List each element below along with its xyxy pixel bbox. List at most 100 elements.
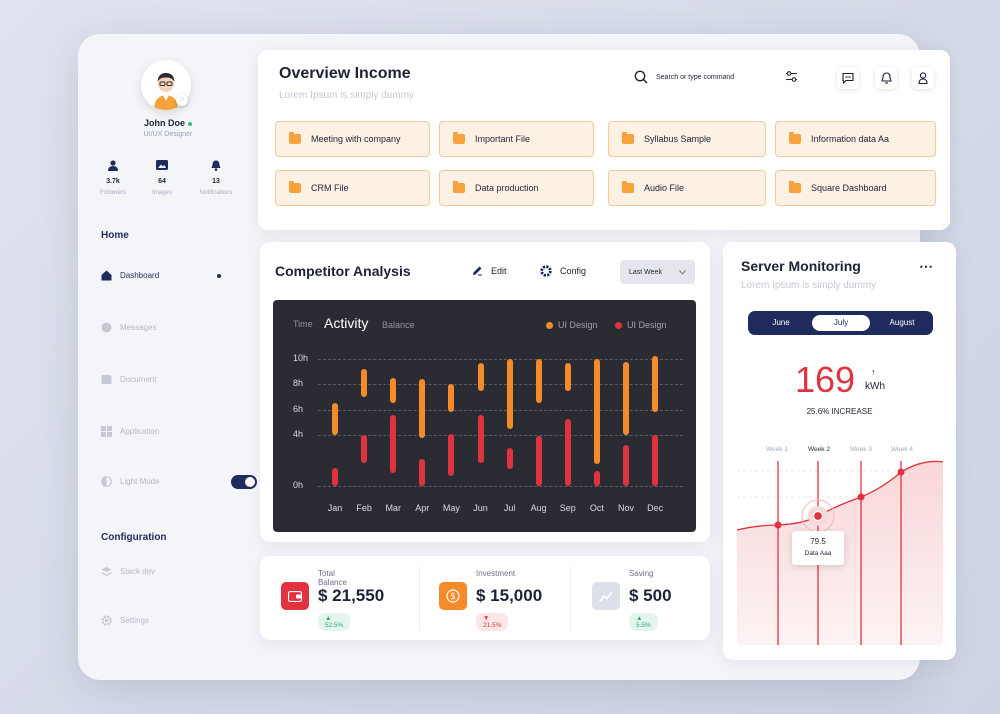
sidebar-item-application[interactable]: Application: [101, 426, 251, 437]
x-tick-label: Nov: [617, 503, 634, 513]
folder-item[interactable]: Data production: [439, 170, 594, 206]
data-point[interactable]: [774, 521, 782, 529]
balance-value: $ 500: [629, 586, 672, 605]
y-tick-label: 0h: [293, 480, 304, 490]
sidebar-item-label: Application: [120, 427, 160, 436]
tab-august[interactable]: August: [889, 318, 915, 327]
sidebar-item-messages[interactable]: Messages: [101, 322, 251, 333]
section-title-configuration: Configuration: [101, 532, 167, 543]
bar-ui-design[interactable]: [477, 362, 484, 391]
bar-ux-design[interactable]: [419, 459, 426, 486]
data-point-active[interactable]: [812, 510, 824, 522]
bar-ux-design[interactable]: [506, 447, 513, 470]
data-point[interactable]: [857, 493, 865, 501]
chat-button[interactable]: [837, 67, 859, 89]
bar-ui-design[interactable]: [652, 356, 659, 413]
notifications-button[interactable]: [875, 67, 897, 89]
stat-label: Images: [152, 190, 172, 196]
bar-ui-design[interactable]: [332, 403, 338, 436]
folder-item[interactable]: Square Dashboard: [775, 170, 936, 206]
folder-item[interactable]: Meeting with company: [275, 121, 430, 157]
bar-ux-design[interactable]: [390, 414, 397, 474]
avatar-badge-icon: ◌: [176, 94, 188, 106]
bar-ui-design[interactable]: [419, 379, 426, 438]
bar-ui-design[interactable]: [390, 378, 397, 404]
folder-label: Square Dashboard: [811, 183, 887, 193]
sidebar-item-stack-dev[interactable]: Stack dev: [101, 566, 251, 577]
stat-label: Followers: [100, 190, 126, 196]
tab-july[interactable]: July: [812, 315, 870, 331]
chart-right-label: Balance: [382, 320, 415, 330]
bar-ui-design[interactable]: [535, 359, 542, 404]
gridline: [318, 409, 683, 411]
filter-button[interactable]: [785, 70, 798, 88]
divider: [570, 566, 571, 630]
edit-button[interactable]: Edit: [472, 265, 507, 276]
bar-ux-design[interactable]: [332, 468, 338, 486]
search-input[interactable]: Search or type command: [656, 73, 735, 81]
stat-value: 64: [158, 178, 166, 185]
folder-item[interactable]: Information data Aa: [775, 121, 936, 157]
sidebar-item-dashboard[interactable]: Dashboard: [101, 270, 251, 281]
bar-ux-design[interactable]: [448, 433, 455, 476]
folder-icon: [453, 132, 465, 144]
folder-item[interactable]: CRM File: [275, 170, 430, 206]
user-role: UI/UX Designer: [143, 131, 193, 138]
period-value: Last Week: [629, 268, 662, 276]
folder-label: Information data Aa: [811, 134, 890, 144]
bar-ux-design[interactable]: [361, 435, 368, 464]
divider: [419, 566, 420, 630]
bar-ux-design[interactable]: [593, 470, 600, 486]
period-select[interactable]: Last Week: [620, 260, 695, 284]
bar-ui-design[interactable]: [506, 359, 513, 429]
folder-item[interactable]: Important File: [439, 121, 594, 157]
profile-button[interactable]: [912, 67, 934, 89]
overview-subtitle: Lorem Ipsum is simply dummy: [279, 90, 415, 101]
chat-icon: [842, 72, 854, 84]
pencil-icon: [473, 266, 482, 276]
folder-item[interactable]: Syllabus Sample: [608, 121, 766, 157]
user-name: John Doe: [143, 118, 185, 128]
bar-ux-design[interactable]: [564, 418, 571, 486]
folder-icon: [622, 181, 634, 193]
bar-ux-design[interactable]: [652, 435, 659, 486]
chart-tooltip: 79.5 Data Aaa: [792, 531, 844, 565]
image-icon: [156, 160, 168, 170]
bar-ui-design[interactable]: [593, 359, 600, 465]
stat-followers: 3.7k Followers: [88, 160, 138, 196]
competitor-title: Competitor Analysis: [275, 263, 411, 279]
x-tick-label: Sep: [559, 503, 576, 513]
legend-swatch: [546, 321, 553, 329]
more-options-icon[interactable]: ⋯: [919, 258, 934, 274]
data-point[interactable]: [897, 468, 905, 476]
sliders-icon: [786, 71, 797, 82]
gridline: [318, 486, 683, 487]
search-bar[interactable]: Search or type command: [634, 70, 734, 84]
stat-value: 3.7k: [106, 178, 120, 185]
document-icon: [101, 374, 112, 385]
sidebar-item-document[interactable]: Document: [101, 374, 251, 385]
bar-ui-design[interactable]: [564, 362, 571, 391]
server-subtitle: Lorem Ipsum is simply dummy: [741, 280, 877, 291]
bar-ui-design[interactable]: [448, 384, 455, 413]
section-title-home: Home: [101, 230, 129, 241]
folder-item[interactable]: Audio File: [608, 170, 766, 206]
config-button[interactable]: Config: [540, 265, 586, 277]
light-mode-toggle[interactable]: [231, 474, 257, 489]
folder-icon: [453, 181, 465, 193]
bar-ui-design[interactable]: [623, 361, 629, 436]
sidebar-item-label: Document: [120, 375, 157, 384]
tab-june[interactable]: June: [772, 318, 790, 327]
chart-left-label: Time: [293, 319, 313, 329]
arrow-up-icon: ↑: [871, 367, 876, 377]
folder-icon: [789, 132, 801, 144]
dollar-icon: $: [439, 582, 467, 610]
x-tick-label: Mar: [385, 503, 401, 513]
avatar[interactable]: [141, 60, 191, 110]
bar-ux-design[interactable]: [623, 445, 629, 486]
bar-ui-design[interactable]: [361, 369, 368, 398]
bar-ux-design[interactable]: [535, 436, 542, 486]
bar-ux-design[interactable]: [477, 414, 484, 464]
x-tick-label: Feb: [356, 503, 372, 513]
sidebar-item-settings[interactable]: Settings: [101, 615, 251, 626]
